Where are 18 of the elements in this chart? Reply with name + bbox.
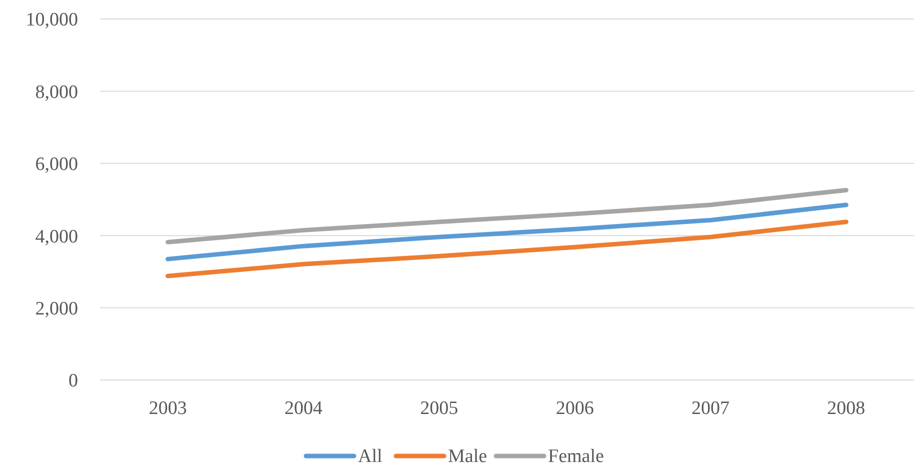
y-tick-label: 8,000 bbox=[35, 82, 78, 103]
x-tick-label: 2003 bbox=[148, 398, 187, 419]
x-tick-label: 2007 bbox=[692, 398, 730, 419]
y-tick-label: 2,000 bbox=[35, 298, 78, 320]
line-series bbox=[166, 220, 848, 278]
line-series bbox=[166, 188, 848, 244]
y-tick-label: 10,000 bbox=[26, 10, 78, 31]
x-tick-label: 2005 bbox=[420, 398, 458, 419]
legend-label: Male bbox=[448, 446, 488, 467]
y-tick-label: 4,000 bbox=[35, 226, 78, 248]
x-tick-label: 2008 bbox=[827, 398, 866, 419]
legend-label: All bbox=[358, 446, 382, 467]
y-tick-label: 0 bbox=[68, 370, 78, 392]
y-tick-label: 6,000 bbox=[35, 154, 78, 176]
x-tick-label: 2006 bbox=[556, 398, 594, 419]
x-tick-label: 2004 bbox=[284, 398, 323, 419]
line-series bbox=[166, 202, 848, 262]
legend-label: Female bbox=[548, 446, 604, 467]
